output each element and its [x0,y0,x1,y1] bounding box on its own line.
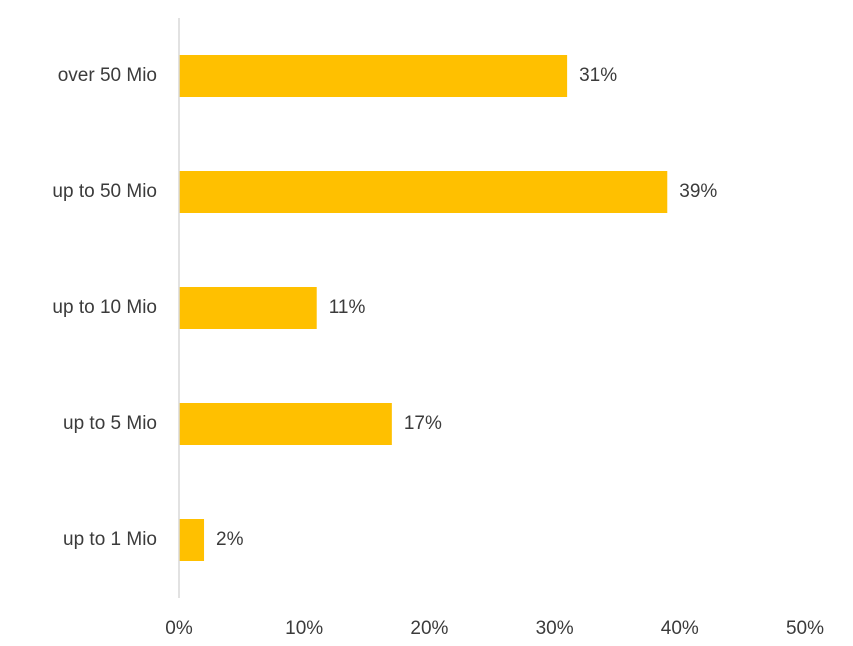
value-label-over-50-mio: 31% [579,65,617,86]
bar-up-to-50-mio [179,171,668,213]
category-label-over-50-mio: over 50 Mio [58,65,157,86]
value-label-up-to-1-mio: 2% [216,529,244,550]
category-label-up-to-5-mio: up to 5 Mio [63,413,157,434]
category-label-up-to-50-mio: up to 50 Mio [52,181,157,202]
category-labels: over 50 Mio up to 50 Mio up to 10 Mio up to… [52,65,157,550]
value-label-up-to-5-mio: 17% [404,413,442,434]
x-tick-label-30: 30% [536,618,574,639]
x-tick-label-40: 40% [661,618,699,639]
bar-over-50-mio [179,55,568,97]
bars-layer [179,55,668,561]
value-label-up-to-10-mio: 11% [329,297,366,318]
x-tick-label-0: 0% [165,618,193,639]
bar-up-to-10-mio [179,287,317,329]
x-tick-label-20: 20% [410,618,448,639]
category-label-up-to-1-mio: up to 1 Mio [63,529,157,550]
value-labels: 31% 39% 11% 17% 2% [216,65,717,550]
x-tick-label-50: 50% [786,618,824,639]
x-tick-labels: 0% 10% 20% 30% 40% 50% [165,618,824,639]
value-label-up-to-50-mio: 39% [679,181,717,202]
bar-up-to-1-mio [179,519,205,561]
category-label-up-to-10-mio: up to 10 Mio [52,297,157,318]
bar-up-to-5-mio [179,403,392,445]
x-tick-label-10: 10% [285,618,323,639]
